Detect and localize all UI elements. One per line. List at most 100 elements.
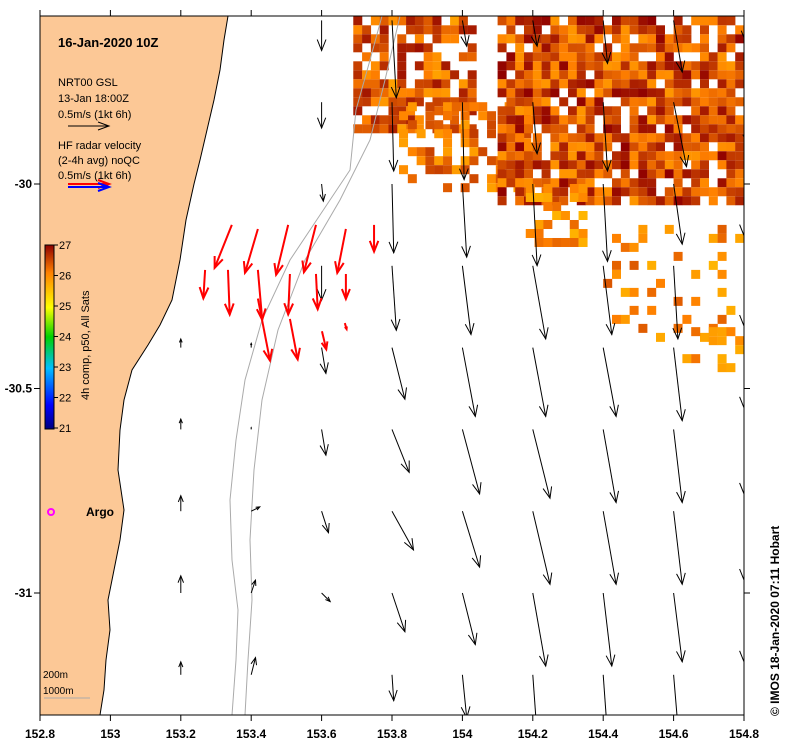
sst-cell	[379, 115, 389, 125]
sst-cell	[552, 210, 562, 220]
sst-cell	[460, 183, 470, 193]
model-velocity-arrow	[602, 347, 619, 418]
sst-cell	[629, 160, 639, 170]
sst-cell	[629, 151, 639, 161]
sst-cell	[629, 196, 639, 206]
sst-cell	[434, 156, 444, 166]
sst-cell	[407, 120, 417, 130]
sst-cell	[656, 52, 665, 62]
sst-cell	[647, 61, 657, 71]
sst-cell	[515, 79, 525, 89]
sst-cell	[594, 160, 604, 170]
sst-cell	[353, 16, 363, 26]
sst-cell	[594, 196, 604, 206]
sst-cell	[682, 43, 692, 53]
sst-cell	[638, 196, 648, 206]
sst-cell	[506, 34, 516, 44]
sst-cell	[434, 120, 444, 130]
sst-cell	[506, 115, 516, 125]
sst-cell	[629, 61, 639, 71]
sst-cell	[717, 327, 727, 337]
sst-cell	[397, 70, 407, 80]
sst-cell	[414, 43, 424, 53]
sst-cell	[656, 97, 665, 107]
sst-cell	[515, 16, 525, 26]
sst-cell	[735, 79, 744, 89]
model-reference-arrow	[68, 121, 111, 131]
sst-cell	[399, 129, 409, 139]
y-tick-label: -30.5	[5, 382, 33, 396]
sst-cell	[603, 52, 613, 62]
sst-cell	[673, 70, 683, 80]
sst-cell	[682, 61, 692, 71]
model-velocity-arrow	[672, 265, 683, 341]
sst-cell	[594, 106, 604, 116]
sst-cell	[726, 97, 736, 107]
sst-cell	[735, 142, 744, 152]
sst-cell	[524, 61, 533, 71]
radar-legend-line1: HF radar velocity	[58, 140, 142, 152]
sst-cell	[638, 16, 648, 26]
sst-cell	[388, 16, 398, 26]
model-velocity-arrow	[388, 183, 399, 255]
sst-cell	[585, 196, 595, 206]
sst-cell	[532, 16, 542, 26]
model-velocity-arrow	[461, 511, 482, 569]
sst-cell	[664, 124, 674, 134]
sst-cell	[629, 187, 639, 197]
sst-cell	[708, 327, 718, 337]
model-velocity-arrow	[602, 183, 612, 263]
sst-cell	[691, 70, 701, 80]
sst-cell	[534, 192, 544, 202]
sst-cell	[515, 115, 525, 125]
sst-cell	[414, 61, 424, 71]
sst-cell	[559, 124, 569, 134]
sst-cell	[487, 120, 497, 130]
sst-cell	[620, 34, 630, 44]
sst-cell	[568, 16, 577, 26]
colorbar-tick-label: 24	[59, 332, 71, 344]
model-velocity-arrow	[532, 674, 537, 715]
sst-cell	[603, 61, 613, 71]
sst-cell	[497, 187, 507, 197]
sst-cell	[708, 88, 718, 98]
sst-cell	[612, 124, 621, 134]
sst-cell	[560, 210, 570, 220]
sst-cell	[726, 16, 736, 26]
sst-cell	[735, 336, 744, 346]
sst-cell	[532, 151, 542, 161]
sst-cell	[629, 115, 639, 125]
sst-cell	[432, 52, 442, 62]
sst-cell	[362, 124, 372, 134]
sst-cell	[458, 52, 468, 62]
sst-cell	[664, 187, 674, 197]
sst-cell	[612, 196, 621, 206]
sst-cell	[620, 242, 630, 252]
colorbar: 21 22 23 24 25 26 27 4h comp, p50, All Sats	[44, 240, 92, 435]
sst-cell	[559, 52, 569, 62]
sst-cell	[629, 142, 639, 152]
model-velocity-arrow	[319, 183, 326, 203]
sst-cell	[594, 25, 604, 35]
sst-cell	[612, 187, 621, 197]
x-tick-label: 154	[452, 727, 472, 741]
sst-cell	[397, 106, 407, 116]
sst-cell	[726, 187, 736, 197]
model-velocity-arrow	[319, 347, 329, 375]
sst-cell	[550, 115, 560, 125]
sst-cell	[700, 332, 709, 342]
radar-velocity-arrow	[283, 273, 294, 318]
sst-cell	[700, 151, 709, 161]
model-velocity-arrow	[673, 347, 686, 423]
sst-cell	[647, 97, 657, 107]
radar-velocity-arrow	[288, 318, 301, 363]
sst-cell	[559, 61, 569, 71]
sst-cell	[656, 278, 665, 288]
sst-cell	[603, 278, 613, 288]
sst-cell	[550, 61, 560, 71]
sst-cell	[353, 25, 363, 35]
sst-cell	[664, 79, 674, 89]
sst-cell	[550, 43, 560, 53]
sst-cell	[673, 34, 683, 44]
sst-cell	[664, 196, 674, 206]
